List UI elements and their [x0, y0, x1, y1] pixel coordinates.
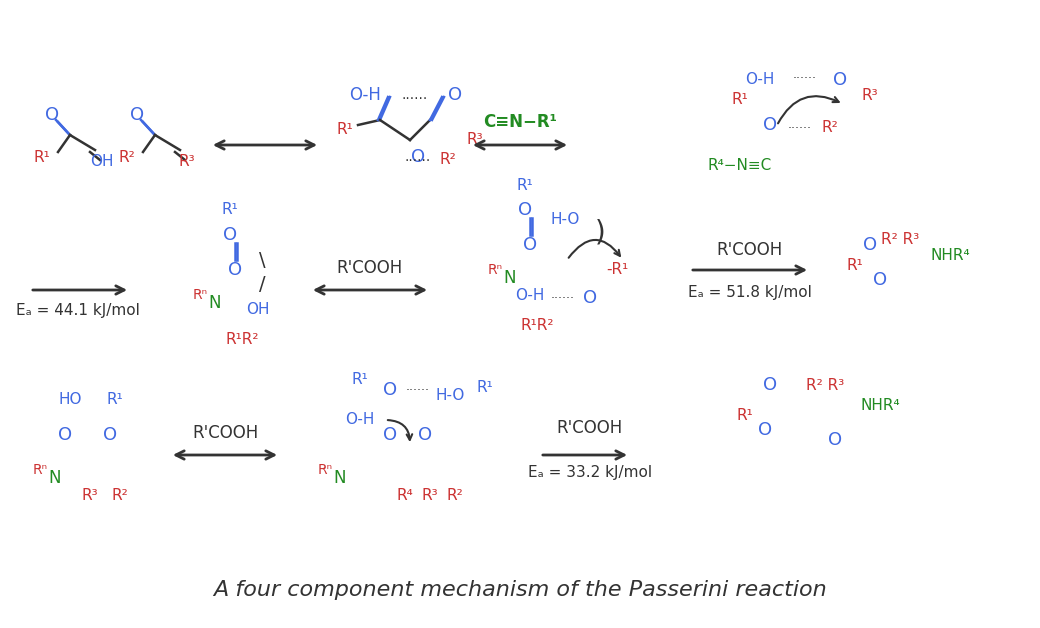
Text: Eₐ = 51.8 kJ/mol: Eₐ = 51.8 kJ/mol — [688, 284, 812, 300]
Text: Rⁿ: Rⁿ — [488, 263, 502, 277]
Text: O-H: O-H — [349, 86, 381, 104]
Text: R¹R²: R¹R² — [226, 332, 259, 347]
Text: O: O — [873, 271, 887, 289]
Text: O: O — [383, 426, 397, 444]
Text: R⁴−N≡C: R⁴−N≡C — [708, 158, 772, 173]
Text: ): ) — [595, 218, 605, 246]
Text: N: N — [503, 269, 516, 287]
Text: OH: OH — [246, 303, 269, 318]
Text: Rⁿ: Rⁿ — [32, 463, 48, 477]
Text: R²: R² — [446, 487, 464, 502]
Text: Eₐ = 33.2 kJ/mol: Eₐ = 33.2 kJ/mol — [528, 465, 652, 480]
Text: Eₐ = 44.1 kJ/mol: Eₐ = 44.1 kJ/mol — [16, 303, 140, 318]
Text: R¹: R¹ — [517, 178, 534, 193]
Text: R²: R² — [440, 153, 457, 168]
Text: Rⁿ: Rⁿ — [192, 288, 208, 302]
Text: O: O — [58, 426, 72, 444]
Text: O: O — [223, 226, 237, 244]
Text: R'COOH: R'COOH — [556, 419, 623, 437]
Text: O: O — [411, 148, 425, 166]
Text: \: \ — [259, 251, 265, 269]
Text: R¹: R¹ — [476, 379, 493, 394]
Text: O: O — [383, 381, 397, 399]
Text: O: O — [763, 116, 777, 134]
Text: R¹: R¹ — [731, 92, 749, 107]
Text: R²: R² — [111, 487, 128, 502]
Text: /: / — [259, 276, 265, 295]
Text: Rⁿ: Rⁿ — [317, 463, 333, 477]
Text: NHR⁴: NHR⁴ — [930, 247, 970, 263]
Text: ......: ...... — [551, 288, 575, 301]
Text: O: O — [228, 261, 242, 279]
Text: -R¹: -R¹ — [606, 263, 628, 278]
Text: NHR⁴: NHR⁴ — [860, 398, 900, 413]
Text: R³: R³ — [467, 133, 484, 148]
Text: A four component mechanism of the Passerini reaction: A four component mechanism of the Passer… — [213, 580, 827, 600]
Text: O: O — [833, 71, 847, 89]
Text: O: O — [103, 426, 118, 444]
Text: O: O — [828, 431, 842, 449]
Text: R¹: R¹ — [33, 151, 50, 166]
Text: O: O — [763, 376, 777, 394]
Text: O-H: O-H — [515, 288, 545, 303]
Text: R¹: R¹ — [847, 257, 863, 273]
Text: R³: R³ — [179, 154, 196, 170]
Text: O: O — [130, 106, 145, 124]
Text: C≡N−R¹: C≡N−R¹ — [483, 113, 557, 131]
Text: ......: ...... — [405, 150, 432, 164]
Text: O: O — [448, 86, 462, 104]
Text: N: N — [334, 469, 346, 487]
Text: R¹: R¹ — [337, 122, 354, 138]
Text: R'COOH: R'COOH — [717, 241, 783, 259]
Text: R'COOH: R'COOH — [337, 259, 404, 277]
Text: N: N — [49, 469, 61, 487]
Text: ......: ...... — [788, 119, 812, 131]
Text: R³: R³ — [421, 487, 438, 502]
Text: O-H: O-H — [345, 413, 374, 428]
Text: R¹R²: R¹R² — [520, 318, 553, 332]
Text: R¹: R¹ — [736, 408, 753, 423]
Text: R¹: R¹ — [107, 392, 124, 408]
Text: OH: OH — [90, 154, 113, 170]
Text: H-O: H-O — [550, 212, 579, 227]
Text: O: O — [418, 426, 432, 444]
Text: R¹: R¹ — [352, 372, 368, 387]
Text: N: N — [209, 294, 222, 312]
Text: ......: ...... — [794, 68, 817, 82]
Text: R³: R³ — [862, 87, 879, 102]
Text: O: O — [523, 236, 537, 254]
Text: R²: R² — [822, 121, 838, 136]
Text: O: O — [583, 289, 597, 307]
Text: O: O — [863, 236, 877, 254]
Text: O: O — [45, 106, 59, 124]
Text: O-H: O-H — [746, 72, 775, 87]
Text: ......: ...... — [406, 381, 430, 394]
Text: O: O — [518, 201, 532, 219]
Text: H-O: H-O — [436, 387, 465, 403]
Text: HO: HO — [58, 392, 82, 408]
Text: O: O — [758, 421, 772, 439]
Text: R¹: R¹ — [222, 202, 238, 217]
Text: R⁴: R⁴ — [396, 487, 413, 502]
Text: R² R³: R² R³ — [881, 232, 919, 247]
Text: ......: ...... — [401, 88, 428, 102]
Text: R³: R³ — [82, 487, 99, 502]
Text: R² R³: R² R³ — [806, 377, 844, 392]
Text: R'COOH: R'COOH — [191, 424, 258, 442]
Text: R²: R² — [119, 151, 135, 166]
